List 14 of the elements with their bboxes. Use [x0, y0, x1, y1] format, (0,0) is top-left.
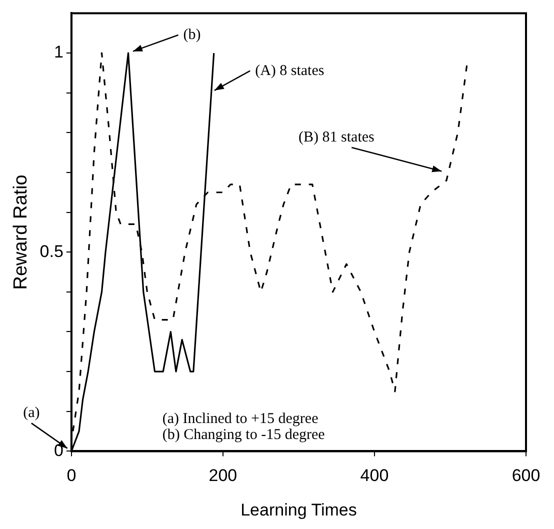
- annotation: (b): [183, 26, 201, 43]
- x-axis-title: Learning Times: [240, 500, 357, 520]
- y-tick-label: 1: [54, 42, 64, 62]
- x-tick-label: 200: [208, 466, 238, 486]
- annotation: (b) Changing to -15 degree: [162, 427, 326, 444]
- x-tick-label: 400: [360, 466, 389, 486]
- y-axis-title: Reward Ratio: [10, 174, 32, 290]
- x-tick-label: 600: [512, 466, 540, 486]
- annotation: (A) 8 states: [255, 62, 324, 79]
- annotation: (B) 81 states: [298, 129, 375, 146]
- y-tick-label: 0.5: [40, 242, 64, 261]
- annotation: (a): [23, 405, 40, 422]
- x-tick-label: 0: [66, 466, 76, 486]
- annotation: (a) Inclined to +15 degree: [162, 411, 319, 428]
